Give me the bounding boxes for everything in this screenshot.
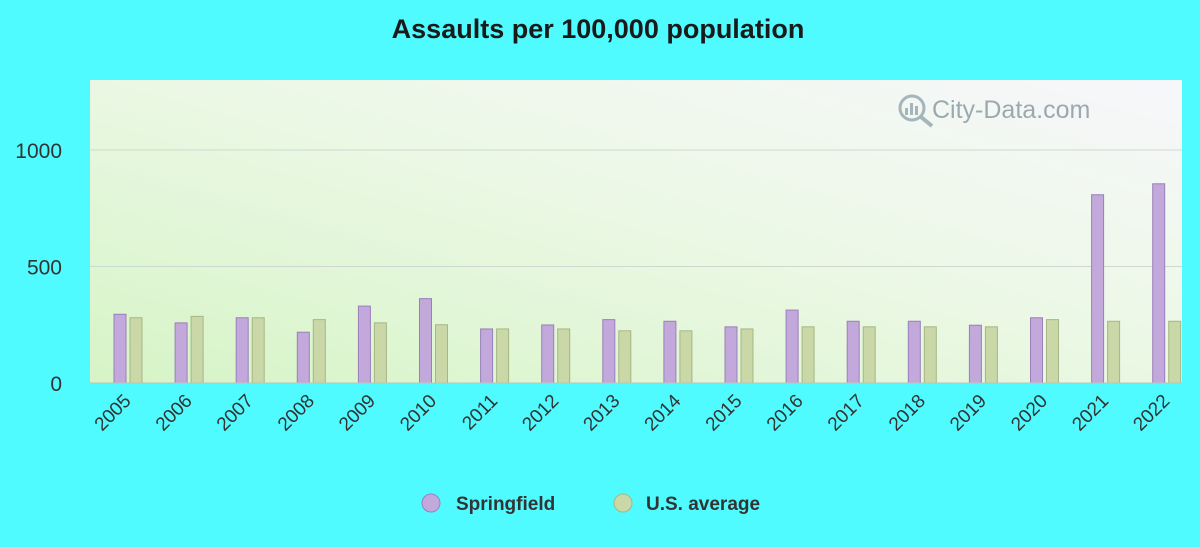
bar-us-average-2006[interactable]	[190, 315, 204, 384]
bar-springfield-2017[interactable]	[846, 320, 860, 384]
bar-springfield-2016[interactable]	[785, 309, 799, 384]
legend-swatch-springfield	[421, 493, 441, 513]
chart-title: Assaults per 100,000 population	[392, 14, 805, 44]
legend: Springfield U.S. average	[421, 493, 760, 515]
bar-springfield-2006[interactable]	[174, 322, 188, 384]
bar-us-average-2010[interactable]	[435, 324, 448, 384]
x-tick-label: 2007	[213, 391, 258, 436]
y-tick-label: 1000	[15, 140, 62, 163]
bar-us-average-2022[interactable]	[1168, 320, 1182, 384]
bar-springfield-2021[interactable]	[1091, 194, 1105, 384]
y-tick-label: 500	[27, 257, 62, 280]
x-tick-label: 2022	[1129, 391, 1174, 436]
bar-springfield-2008[interactable]	[296, 331, 310, 384]
watermark-text: City-Data.com	[932, 96, 1090, 124]
bar-us-average-2013[interactable]	[618, 330, 632, 384]
x-tick-label: 2021	[1068, 391, 1113, 436]
bar-springfield-2007[interactable]	[235, 317, 249, 384]
x-tick-label: 2020	[1007, 391, 1052, 436]
bar-us-average-2016[interactable]	[801, 326, 815, 384]
city-data-logo-icon	[898, 94, 934, 128]
y-axis-ticks: 0 500 1000	[15, 140, 62, 396]
bar-us-average-2005[interactable]	[129, 317, 143, 384]
bar-us-average-2017[interactable]	[862, 326, 876, 384]
bar-springfield-2015[interactable]	[724, 326, 738, 384]
x-tick-label: 2013	[580, 391, 625, 436]
x-tick-label: 2015	[702, 391, 747, 436]
bar-springfield-2011[interactable]	[480, 328, 494, 384]
legend-swatch-us-average	[613, 493, 633, 513]
bar-springfield-2012[interactable]	[541, 324, 555, 384]
bar-springfield-2010[interactable]	[419, 298, 432, 384]
watermark: City-Data.com	[898, 94, 1090, 128]
x-tick-label: 2010	[396, 391, 441, 436]
legend-label-us-average: U.S. average	[646, 494, 760, 515]
bar-us-average-2019[interactable]	[984, 326, 998, 384]
bar-us-average-2014[interactable]	[679, 330, 693, 384]
x-tick-label: 2005	[91, 391, 136, 436]
x-tick-label: 2018	[885, 391, 930, 436]
bar-us-average-2008[interactable]	[312, 319, 326, 384]
bar-us-average-2018[interactable]	[923, 326, 937, 384]
x-tick-label: 2019	[946, 391, 991, 436]
plot-area	[90, 80, 1182, 383]
bar-us-average-2007[interactable]	[251, 317, 265, 384]
legend-item-springfield[interactable]: Springfield	[421, 493, 555, 515]
bar-springfield-2013[interactable]	[602, 319, 616, 384]
x-tick-label: 2009	[335, 391, 380, 436]
gridlines	[90, 149, 1182, 267]
bar-springfield-2018[interactable]	[907, 320, 921, 384]
x-tick-label: 2008	[274, 391, 319, 436]
x-axis-ticks: 2005 2006 2007 2008 2009 2010 2011 2012 2013 2014…	[91, 390, 1174, 435]
bar-us-average-2011[interactable]	[496, 328, 510, 384]
bar-us-average-2015[interactable]	[740, 328, 754, 384]
x-tick-label: 2016	[763, 391, 808, 436]
x-tick-label: 2017	[824, 391, 869, 436]
bar-springfield-2009[interactable]	[357, 305, 371, 384]
bar-springfield-2019[interactable]	[968, 324, 982, 384]
x-tick-label: 2014	[641, 390, 686, 435]
bar-springfield-2022[interactable]	[1152, 183, 1166, 384]
legend-label-springfield: Springfield	[456, 494, 555, 515]
bar-springfield-2014[interactable]	[663, 320, 677, 384]
bar-springfield-2020[interactable]	[1030, 317, 1043, 384]
bar-us-average-2009[interactable]	[373, 322, 387, 384]
x-tick-label: 2012	[518, 391, 563, 436]
y-tick-label: 0	[50, 373, 62, 396]
x-tick-label: 2006	[152, 391, 197, 436]
bar-us-average-2021[interactable]	[1107, 320, 1121, 384]
bar-us-average-2020[interactable]	[1046, 319, 1059, 384]
x-tick-label: 2011	[458, 391, 502, 435]
bar-springfield-2005[interactable]	[113, 313, 127, 384]
legend-item-us-average[interactable]: U.S. average	[613, 493, 760, 515]
bar-us-average-2012[interactable]	[557, 328, 571, 384]
